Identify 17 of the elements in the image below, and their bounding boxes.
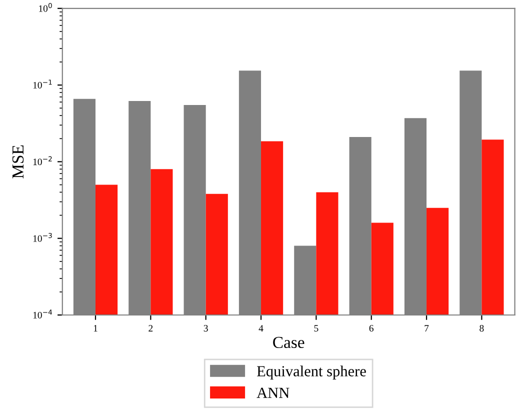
y-tick-label: 10$^{−3}$ xyxy=(33,232,52,242)
x-axis-title: Case xyxy=(273,336,304,348)
x-tick-label: 6 xyxy=(369,325,374,332)
x-tick-label: 8 xyxy=(480,325,484,332)
y-tick-label: 10$^{−4}$ xyxy=(33,310,52,318)
x-tick-label: 4 xyxy=(258,325,264,332)
x-tick-label: 7 xyxy=(424,325,429,332)
legend-label: ANN xyxy=(256,388,290,398)
legend-label: Equivalent sphere xyxy=(257,366,366,380)
y-tick-label: 10$^{−1}$ xyxy=(33,80,52,88)
x-tick-label: 2 xyxy=(148,325,153,332)
x-tick-label: 5 xyxy=(314,325,318,332)
x-tick-label: 3 xyxy=(204,325,208,332)
x-tick-label: 1 xyxy=(94,325,98,332)
y-axis-title: MSE xyxy=(12,145,24,178)
y-tick-label: 10$^{0}$ xyxy=(39,2,52,12)
y-tick-label: 10$^{−2}$ xyxy=(33,156,52,166)
